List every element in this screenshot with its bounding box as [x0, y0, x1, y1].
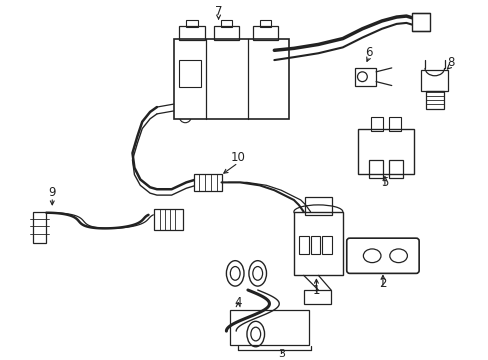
Bar [213, 26, 239, 40]
Bar [186, 20, 198, 27]
Text: 6: 6 [365, 46, 372, 59]
Bar [194, 174, 221, 191]
Bar [179, 60, 201, 87]
Text: 5: 5 [381, 176, 388, 189]
Bar [173, 39, 288, 119]
Bar [303, 290, 330, 304]
Bar [230, 310, 308, 345]
Bar [420, 70, 447, 91]
Ellipse shape [293, 205, 342, 219]
Bar [252, 26, 278, 40]
Bar [220, 20, 232, 27]
Bar [388, 117, 400, 131]
Bar [179, 26, 204, 40]
Bar [357, 129, 413, 174]
Bar [298, 236, 308, 254]
Bar [259, 20, 271, 27]
Ellipse shape [248, 261, 266, 286]
Bar [368, 160, 382, 177]
Bar [411, 13, 429, 31]
Bar [354, 68, 375, 86]
Bar [33, 212, 46, 243]
Bar [388, 160, 402, 177]
Bar [425, 91, 443, 109]
Bar [310, 236, 320, 254]
Ellipse shape [246, 321, 264, 347]
Text: 7: 7 [214, 5, 222, 18]
Bar [293, 212, 342, 275]
Bar [154, 209, 183, 230]
Text: 4: 4 [234, 296, 242, 309]
Bar [370, 117, 382, 131]
Text: 2: 2 [378, 277, 386, 290]
Ellipse shape [226, 261, 244, 286]
Bar [304, 197, 331, 215]
Text: 1: 1 [312, 284, 320, 297]
Bar [322, 236, 331, 254]
Text: 9: 9 [48, 186, 56, 199]
Text: 10: 10 [230, 152, 245, 165]
Text: 3: 3 [277, 348, 284, 359]
Text: 8: 8 [446, 55, 453, 68]
